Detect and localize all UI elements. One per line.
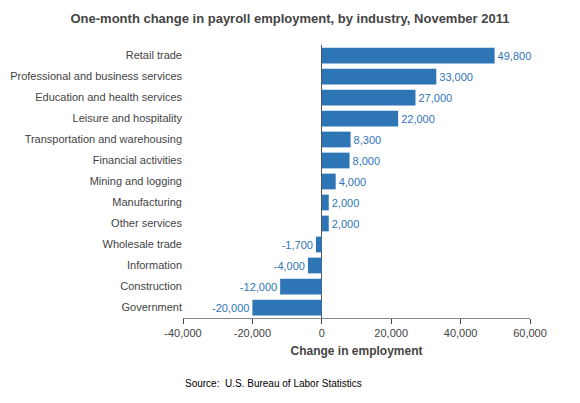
svg-text:0: 0: [319, 327, 325, 339]
svg-text:Transportation and warehousing: Transportation and warehousing: [25, 133, 182, 145]
svg-text:Manufacturing: Manufacturing: [112, 196, 182, 208]
svg-text:Change in employment: Change in employment: [290, 344, 422, 358]
svg-text:Construction: Construction: [120, 280, 182, 292]
svg-text:-20,000: -20,000: [234, 327, 271, 339]
svg-text:33,000: 33,000: [439, 71, 473, 83]
svg-text:20,000: 20,000: [374, 327, 408, 339]
svg-text:Education and health services: Education and health services: [35, 91, 182, 103]
svg-text:2,000: 2,000: [332, 197, 360, 209]
svg-text:Wholesale trade: Wholesale trade: [103, 238, 183, 250]
svg-text:-4,000: -4,000: [274, 260, 305, 272]
svg-text:4,000: 4,000: [339, 176, 367, 188]
svg-text:49,800: 49,800: [498, 50, 532, 62]
svg-text:Government: Government: [121, 301, 182, 313]
svg-text:Financial activities: Financial activities: [93, 154, 183, 166]
svg-text:2,000: 2,000: [332, 218, 360, 230]
svg-text:One-month change in payroll em: One-month change in payroll employment, …: [71, 11, 510, 26]
svg-text:40,000: 40,000: [444, 327, 478, 339]
svg-text:8,000: 8,000: [353, 155, 381, 167]
svg-text:Information: Information: [127, 259, 182, 271]
svg-text:Mining and logging: Mining and logging: [90, 175, 182, 187]
svg-text:-40,000: -40,000: [164, 327, 201, 339]
svg-text:-1,700: -1,700: [282, 239, 313, 251]
svg-text:22,000: 22,000: [401, 113, 435, 125]
svg-text:8,300: 8,300: [354, 134, 382, 146]
svg-text:27,000: 27,000: [418, 92, 452, 104]
svg-text:Professional and business serv: Professional and business services: [10, 70, 182, 82]
svg-text:-20,000: -20,000: [212, 302, 249, 314]
svg-text:Leisure and hospitality: Leisure and hospitality: [73, 112, 183, 124]
svg-text:-12,000: -12,000: [240, 281, 277, 293]
svg-text:Other services: Other services: [111, 217, 182, 229]
svg-text:60,000: 60,000: [513, 327, 547, 339]
svg-text:Source: U.S. Bureau of Labor: Source: U.S. Bureau of Labor Statistics: [185, 378, 362, 389]
svg-text:Retail trade: Retail trade: [126, 49, 182, 61]
